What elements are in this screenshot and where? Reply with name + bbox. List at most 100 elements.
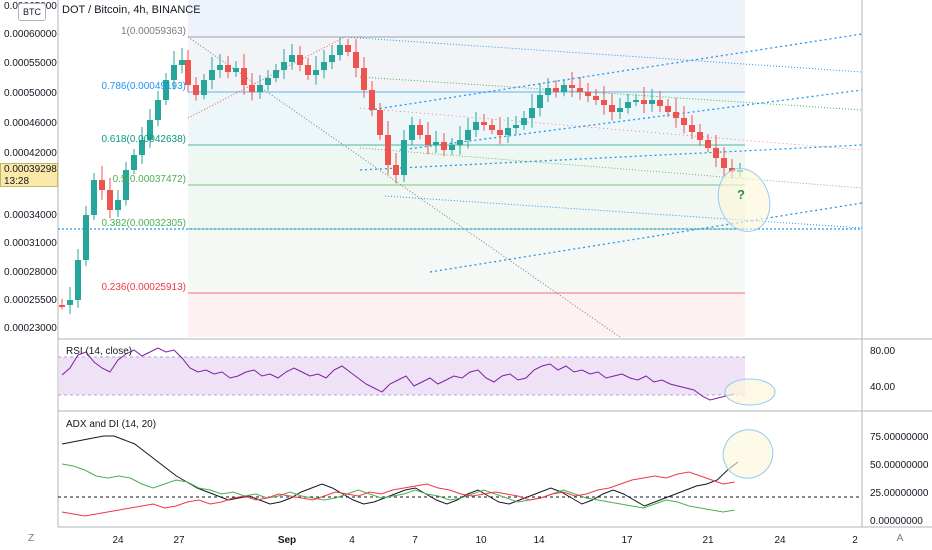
candle-body[interactable]: [449, 145, 455, 150]
candle-body[interactable]: [163, 80, 169, 100]
candle-body[interactable]: [59, 305, 65, 307]
adx-line[interactable]: [61, 435, 739, 507]
candle-body[interactable]: [689, 125, 695, 132]
candle-body[interactable]: [545, 88, 551, 95]
candle-body[interactable]: [361, 68, 367, 90]
candle-body[interactable]: [241, 68, 247, 85]
candle-body[interactable]: [123, 170, 129, 200]
candle-body[interactable]: [377, 110, 383, 135]
candle-body[interactable]: [297, 55, 303, 65]
candle-body[interactable]: [115, 200, 121, 210]
candle-body[interactable]: [633, 100, 639, 102]
zoom-reset-button[interactable]: Z: [27, 533, 35, 544]
candle-body[interactable]: [409, 125, 415, 140]
candle-body[interactable]: [155, 100, 161, 120]
highlight-ellipse-rsi[interactable]: [724, 378, 776, 406]
highlight-ellipse-adx[interactable]: [715, 422, 781, 487]
candle-body[interactable]: [673, 112, 679, 118]
candle-body[interactable]: [273, 70, 279, 78]
candle-body[interactable]: [369, 90, 375, 110]
candle-body[interactable]: [441, 142, 447, 150]
candle-body[interactable]: [697, 132, 703, 140]
time-axis[interactable]: 24 27 Sep 4 7 10 14 17 21 24 2: [112, 535, 858, 546]
candle-body[interactable]: [249, 85, 255, 92]
candle-body[interactable]: [385, 135, 391, 165]
candle-body[interactable]: [345, 45, 351, 52]
candle-body[interactable]: [649, 100, 655, 104]
currency-badge[interactable]: BTC: [18, 3, 46, 21]
candle-body[interactable]: [537, 95, 543, 108]
minus-di-line[interactable]: [61, 471, 735, 517]
candle-body[interactable]: [233, 68, 239, 72]
candle-body[interactable]: [139, 140, 145, 155]
candle-body[interactable]: [489, 125, 495, 130]
candle-body[interactable]: [417, 125, 423, 135]
candle-body[interactable]: [99, 180, 105, 190]
candle-body[interactable]: [481, 122, 487, 125]
candle-body[interactable]: [601, 100, 607, 105]
rsi-line[interactable]: [61, 347, 735, 401]
candle-body[interactable]: [289, 55, 295, 62]
rising-channel-lower[interactable]: [359, 144, 863, 171]
candle-body[interactable]: [131, 155, 137, 170]
auto-scale-button[interactable]: A: [896, 533, 904, 544]
candlestick-series[interactable]: [59, 37, 743, 315]
candle-body[interactable]: [553, 88, 559, 92]
candle-body[interactable]: [609, 105, 615, 112]
candle-body[interactable]: [329, 55, 335, 62]
candle-body[interactable]: [67, 300, 73, 305]
candle-body[interactable]: [393, 165, 399, 175]
candle-body[interactable]: [617, 108, 623, 112]
candle-body[interactable]: [593, 96, 599, 100]
candle-body[interactable]: [147, 120, 153, 140]
candle-body[interactable]: [433, 142, 439, 145]
candle-body[interactable]: [473, 122, 479, 130]
candle-body[interactable]: [171, 65, 177, 80]
candle-body[interactable]: [529, 108, 535, 118]
candle-body[interactable]: [585, 92, 591, 96]
candle-body[interactable]: [457, 140, 463, 145]
candle-body[interactable]: [265, 78, 271, 85]
candle-body[interactable]: [209, 70, 215, 80]
candle-body[interactable]: [705, 140, 711, 148]
candle-body[interactable]: [521, 118, 527, 125]
candle-body[interactable]: [337, 45, 343, 55]
candle-body[interactable]: [657, 100, 663, 106]
candle-body[interactable]: [321, 62, 327, 70]
rsi-scale[interactable]: 80.00 40.00: [870, 346, 895, 393]
candle-body[interactable]: [313, 70, 319, 75]
candle-body[interactable]: [353, 52, 359, 68]
highlight-ellipse-price[interactable]: [710, 162, 777, 238]
candle-body[interactable]: [561, 85, 567, 92]
fib-trend-line-up[interactable]: [187, 36, 346, 119]
candle-body[interactable]: [465, 130, 471, 140]
candle-body[interactable]: [569, 85, 575, 88]
candle-body[interactable]: [425, 135, 431, 145]
question-mark-annotation[interactable]: ?: [737, 187, 745, 202]
price-scale[interactable]: 0.000650000.000600000.000550000.00050000…: [4, 1, 57, 334]
candle-body[interactable]: [513, 125, 519, 128]
candle-body[interactable]: [665, 106, 671, 112]
candle-body[interactable]: [185, 60, 191, 85]
plus-di-line[interactable]: [61, 463, 735, 513]
candle-body[interactable]: [681, 118, 687, 125]
candle-body[interactable]: [217, 65, 223, 70]
candle-body[interactable]: [641, 100, 647, 104]
candle-body[interactable]: [721, 158, 727, 168]
adx-scale[interactable]: 75.00000000 50.00000000 25.00000000 0.00000…: [870, 432, 929, 527]
candle-body[interactable]: [225, 65, 231, 72]
candle-body[interactable]: [83, 215, 89, 260]
candle-body[interactable]: [713, 148, 719, 158]
candle-body[interactable]: [401, 140, 407, 175]
candle-body[interactable]: [257, 85, 263, 92]
candle-body[interactable]: [577, 88, 583, 92]
candle-body[interactable]: [305, 65, 311, 75]
candle-body[interactable]: [179, 60, 185, 65]
candle-body[interactable]: [281, 62, 287, 70]
candle-body[interactable]: [497, 130, 503, 135]
candle-body[interactable]: [75, 260, 81, 300]
candle-body[interactable]: [91, 180, 97, 215]
candle-body[interactable]: [201, 80, 207, 95]
candle-body[interactable]: [625, 102, 631, 108]
